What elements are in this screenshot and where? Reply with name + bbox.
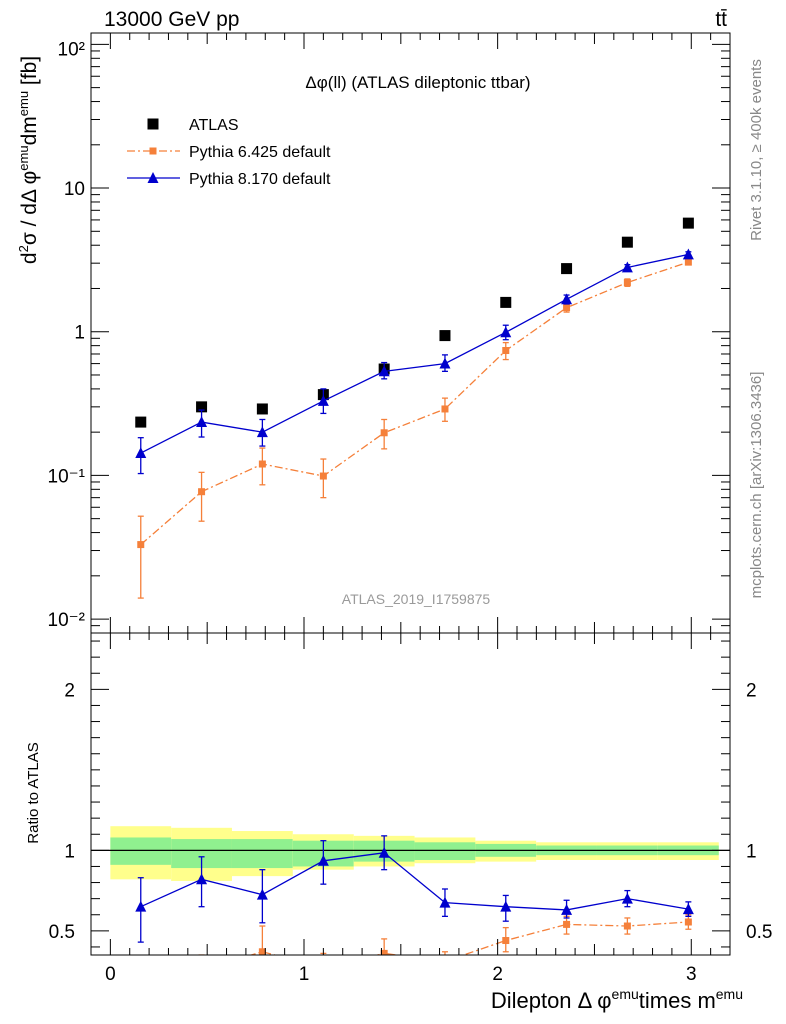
- ratio-y-tick-label-right: 2: [746, 680, 757, 701]
- ratio-series-line: [140, 852, 689, 911]
- series-line: [140, 261, 689, 546]
- x-axis-label: Dilepton Δ φemutimes memu: [491, 986, 743, 1013]
- legend: ATLAS Pythia 6.425 default Pythia 8.170 de…: [127, 117, 331, 188]
- main-plot-frame: [90, 32, 731, 634]
- uncertainty-band-inner: [110, 837, 172, 865]
- ratio-data-point: [135, 900, 147, 912]
- data-point: [196, 401, 208, 413]
- ratio-data-point: [561, 903, 573, 915]
- ratio-series-pythia-6-425-default: [137, 914, 692, 992]
- legend-label: ATLAS: [189, 117, 239, 134]
- ratio-data-point: [256, 888, 268, 900]
- ratio-data-point: [623, 922, 631, 930]
- data-point: [500, 326, 512, 338]
- x-tick-label: 2: [492, 964, 503, 985]
- ratio-data-point: [317, 854, 329, 866]
- ratio-data-point: [621, 892, 633, 904]
- main-series-pythia-6-425-default: [137, 258, 692, 599]
- data-point: [621, 261, 633, 273]
- ratio-data-point: [380, 949, 388, 955]
- ratio-data-point: [441, 958, 448, 965]
- ratio-data-point: [378, 846, 390, 858]
- data-point: [563, 304, 571, 312]
- data-point: [135, 447, 147, 459]
- process-label: tt̄: [715, 8, 727, 31]
- ratio-plot-frame: [90, 632, 731, 956]
- ratio-ylabel: Ratio to ATLAS: [25, 742, 42, 843]
- legend-item: ATLAS: [147, 117, 239, 134]
- ratio-y-tick-label-right: 0.5: [746, 922, 772, 943]
- legend-label: Pythia 6.425 default: [189, 144, 331, 161]
- data-point: [623, 279, 631, 287]
- x-tick-label: 0: [105, 964, 116, 985]
- data-point: [196, 416, 208, 428]
- y-tick-label: 1: [74, 323, 85, 344]
- uncertainty-band-inner: [414, 842, 476, 861]
- legend-marker: [149, 147, 157, 155]
- data-point: [561, 293, 573, 305]
- ratio-y-tick-label: 2: [64, 680, 75, 701]
- ratio-series-line: [248, 921, 689, 955]
- data-point: [561, 263, 573, 275]
- main-series-pythia-8-170-default: [135, 248, 694, 475]
- data-point: [439, 357, 451, 369]
- ratio-data-point: [196, 873, 208, 885]
- data-point: [500, 296, 512, 308]
- x-tick-label: 3: [686, 964, 697, 985]
- plot-title: Δφ(ll) (ATLAS dileptonic ttbar): [305, 73, 530, 92]
- y-tick-label: 10: [64, 179, 85, 200]
- data-point: [258, 460, 266, 468]
- ratio-data-point: [563, 920, 571, 928]
- ratio-data-point: [258, 948, 266, 955]
- data-point: [682, 217, 694, 229]
- ratio-data-point: [439, 896, 451, 908]
- main-series-atlas: [135, 217, 694, 428]
- ratio-y-tick-label: 0.5: [49, 922, 75, 943]
- rivet-label: Rivet 3.1.10, ≥ 400k events: [748, 59, 765, 241]
- data-point: [380, 429, 388, 437]
- legend-marker: [147, 118, 159, 130]
- data-point: [137, 541, 145, 549]
- ratio-series-pythia-8-170-default: [135, 835, 694, 943]
- data-point: [256, 403, 268, 415]
- x-tick-label: 1: [299, 964, 310, 985]
- ratio-y-tick-label-right: 1: [746, 841, 757, 862]
- energy-label: 13000 GeV pp: [104, 8, 239, 31]
- ratio-data-point: [684, 918, 692, 926]
- legend-item: Pythia 6.425 default: [127, 144, 331, 161]
- main-ylabel: d2σ / dΔ φemudmemu [fb]: [16, 56, 41, 264]
- ratio-data-point: [502, 937, 510, 945]
- data-point: [198, 488, 206, 496]
- legend-marker: [147, 172, 159, 183]
- data-point: [439, 330, 451, 342]
- data-point: [256, 426, 268, 438]
- ratio-data-point: [198, 966, 205, 973]
- data-point: [378, 365, 390, 377]
- data-point: [682, 248, 694, 260]
- watermark: ATLAS_2019_I1759875: [342, 591, 491, 607]
- mcplots-label: mcplots.cern.ch [arXiv:1306.3436]: [748, 372, 765, 599]
- ratio-data-point: [500, 900, 512, 912]
- y-tick-label: 10²: [58, 39, 85, 60]
- main-plot-panel: 10⁻² 10⁻¹ 1 10 10² Δφ(ll) (ATLAS dileptonic …: [48, 32, 731, 634]
- data-point: [317, 394, 329, 406]
- data-point: [319, 472, 327, 480]
- series-line: [140, 253, 689, 454]
- legend-label: Pythia 8.170 default: [189, 171, 331, 188]
- data-point: [441, 405, 449, 413]
- ratio-data-point: [320, 964, 327, 971]
- data-point: [621, 236, 633, 248]
- ratio-y-tick-label: 1: [64, 841, 75, 862]
- ratio-data-point: [682, 903, 694, 915]
- data-point: [684, 258, 692, 266]
- ratio-plot-panel: 0.5 0.5 1 1 2 2 0 1 2 3: [49, 632, 772, 992]
- ratio-data-point: [137, 985, 144, 992]
- data-point: [502, 347, 510, 355]
- uncertainty-band-inner: [231, 839, 293, 869]
- y-tick-label: 10⁻²: [48, 610, 86, 631]
- legend-item: Pythia 8.170 default: [127, 171, 331, 188]
- data-point: [135, 416, 147, 428]
- y-tick-label: 10⁻¹: [48, 466, 86, 487]
